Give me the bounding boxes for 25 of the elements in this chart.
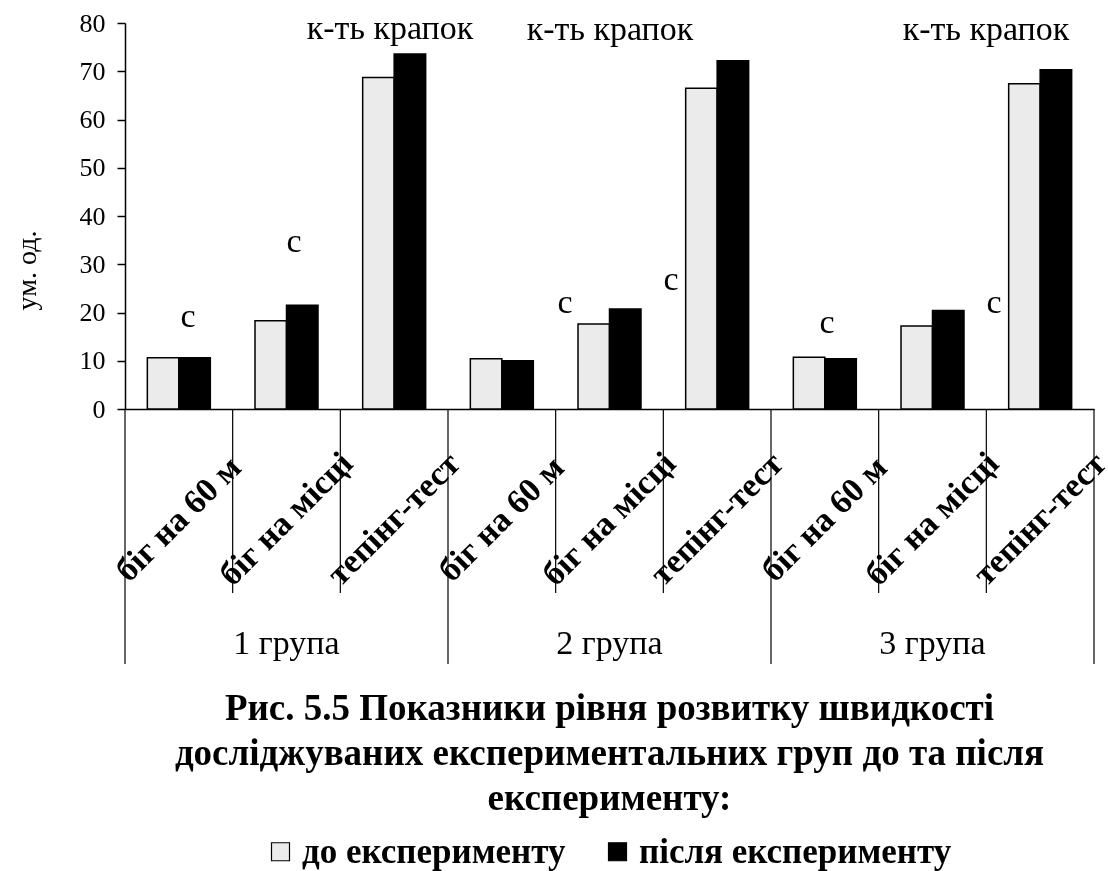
y-tick-label: 40 [79,201,106,231]
y-tick-label: 70 [79,56,106,86]
y-tick-label: 80 [79,8,106,38]
y-tick-label: 20 [79,298,106,327]
y-tick-label: 10 [79,346,106,376]
annotation: с [180,297,196,334]
y-tick-label: 50 [79,153,106,183]
text: 3 група [879,624,986,661]
text: 1 група [233,624,340,661]
text: Рис. 5.5 Показники рівня розвитку швидкості досліджуваних експериментальних груп до та після експерименту: [174,687,1045,818]
annotation: к-ть крапок [306,9,474,46]
y-tick-label: 0 [92,394,106,424]
legend-label: до експерименту [302,831,566,871]
annotation: с [986,283,1002,320]
annotation: с [286,222,302,259]
y-tick-label: 60 [79,105,106,134]
annotation: с [819,303,835,340]
legend-label: після експерименту [639,831,952,871]
text: 2 група [556,624,663,661]
y-axis-title: ум. од. [10,230,42,311]
annotation: с [557,283,573,320]
annotation: к-ть крапок [526,10,694,47]
y-tick-label: 30 [79,249,106,279]
annotation: к-ть крапок [902,10,1070,47]
annotation: с [663,260,679,297]
